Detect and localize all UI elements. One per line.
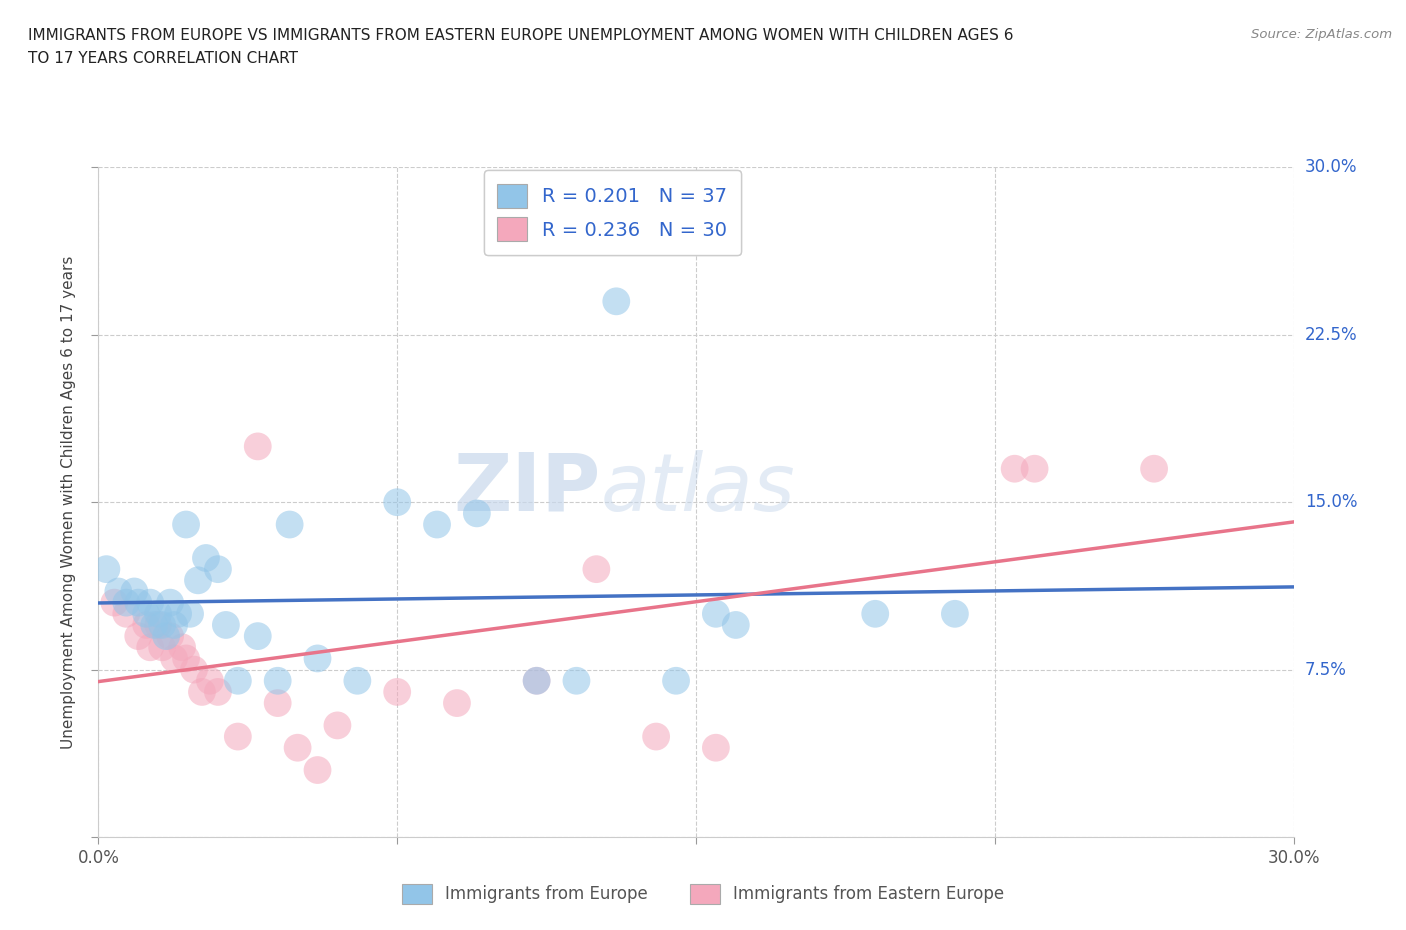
Point [605,294,627,309]
Point [127,629,149,644]
Point [135,618,157,632]
Point [194,551,218,565]
Point [665,673,688,688]
Point [385,495,409,510]
Point [139,640,162,655]
Point [278,517,301,532]
Point [215,618,238,632]
Point [226,673,249,688]
Point [172,640,194,655]
Point [267,696,290,711]
Point [198,673,221,688]
Point [246,629,269,644]
Point [174,517,197,532]
Point [115,595,138,610]
Point [943,606,966,621]
Point [446,696,468,711]
Text: TO 17 YEARS CORRELATION CHART: TO 17 YEARS CORRELATION CHART [28,51,298,66]
Point [526,673,548,688]
Point [159,629,181,644]
Point [107,584,129,599]
Point [526,673,548,688]
Text: 30.0%: 30.0% [1305,158,1357,177]
Point [187,573,209,588]
Point [150,618,173,632]
Point [426,517,449,532]
Point [465,506,488,521]
Point [127,595,149,610]
Point [704,606,727,621]
Point [385,684,409,699]
Point [159,595,181,610]
Point [150,640,173,655]
Text: 22.5%: 22.5% [1305,326,1357,344]
Text: ZIP: ZIP [453,450,600,528]
Point [148,618,170,632]
Point [191,684,214,699]
Point [1004,461,1026,476]
Point [148,606,170,621]
Legend: R = 0.201   N = 37, R = 0.236   N = 30: R = 0.201 N = 37, R = 0.236 N = 30 [484,170,741,255]
Point [115,606,138,621]
Point [307,651,329,666]
Text: 7.5%: 7.5% [1305,660,1347,679]
Point [645,729,668,744]
Point [246,439,269,454]
Point [163,651,186,666]
Point [346,673,368,688]
Point [143,618,166,632]
Point [287,740,309,755]
Text: 15.0%: 15.0% [1305,493,1357,512]
Text: IMMIGRANTS FROM EUROPE VS IMMIGRANTS FROM EASTERN EUROPE UNEMPLOYMENT AMONG WOME: IMMIGRANTS FROM EUROPE VS IMMIGRANTS FRO… [28,28,1014,43]
Legend: Immigrants from Europe, Immigrants from Eastern Europe: Immigrants from Europe, Immigrants from … [394,875,1012,912]
Text: atlas: atlas [600,450,796,528]
Point [585,562,607,577]
Point [135,606,157,621]
Y-axis label: Unemployment Among Women with Children Ages 6 to 17 years: Unemployment Among Women with Children A… [60,256,76,749]
Point [103,595,125,610]
Point [1024,461,1046,476]
Point [179,606,201,621]
Point [174,651,197,666]
Point [124,584,146,599]
Point [183,662,205,677]
Point [724,618,747,632]
Point [226,729,249,744]
Point [704,740,727,755]
Point [307,763,329,777]
Point [96,562,118,577]
Point [155,629,177,644]
Point [1143,461,1166,476]
Point [565,673,588,688]
Text: Source: ZipAtlas.com: Source: ZipAtlas.com [1251,28,1392,41]
Point [167,606,190,621]
Point [207,684,229,699]
Point [207,562,229,577]
Point [267,673,290,688]
Point [163,618,186,632]
Point [863,606,886,621]
Point [139,595,162,610]
Point [326,718,349,733]
